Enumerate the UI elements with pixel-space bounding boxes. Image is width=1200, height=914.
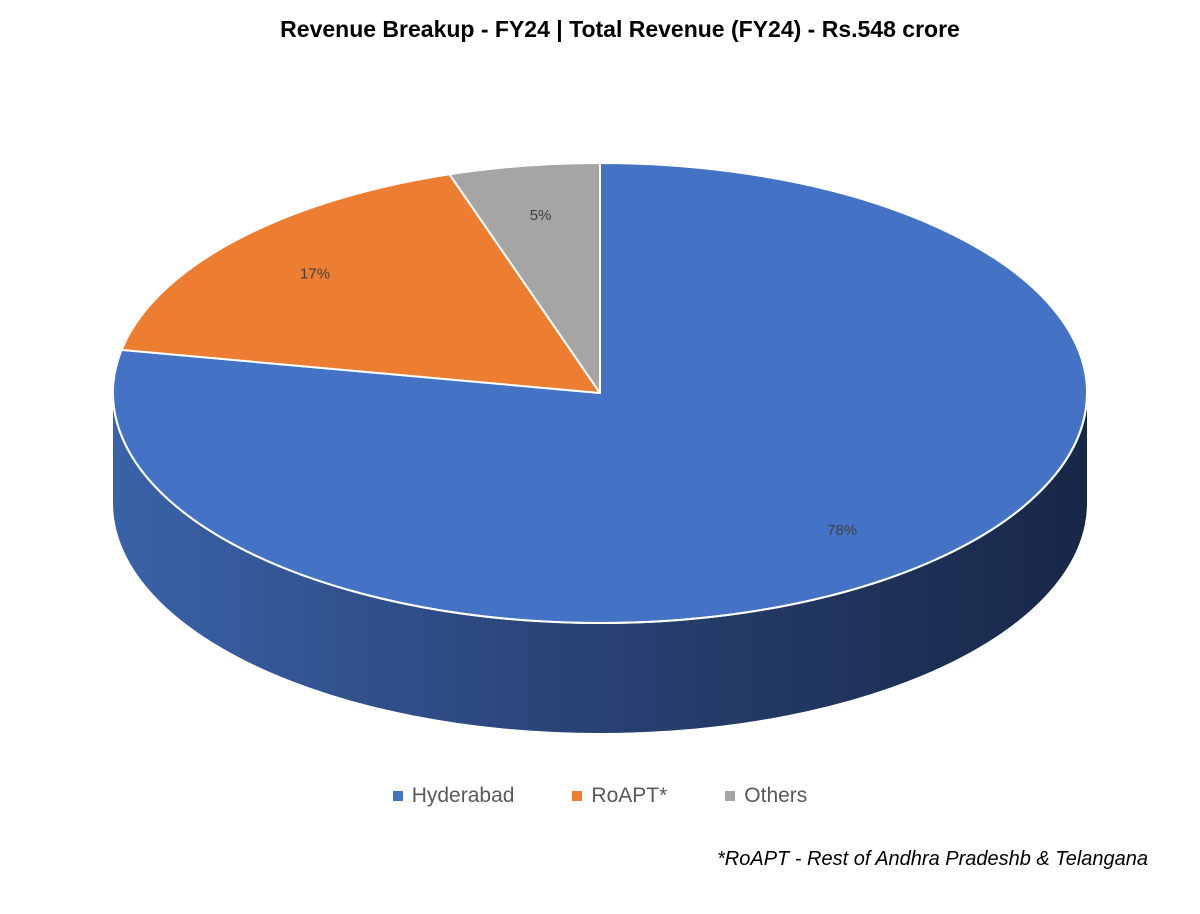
legend-label-others: Others <box>744 784 808 807</box>
legend-item-roapt: RoAPT* <box>572 784 667 808</box>
pie-slice-others <box>448 162 601 394</box>
legend-swatch-roapt <box>572 791 583 801</box>
pie-sides <box>113 393 1087 733</box>
data-label-others: 5% <box>530 207 552 224</box>
legend-swatch-hyderabad <box>392 791 403 801</box>
pie-slices <box>112 162 1088 624</box>
legend-label-hyderabad: Hyderabad <box>411 784 515 807</box>
legend-label-roapt: RoAPT* <box>591 784 668 807</box>
pie-slice-roapt <box>120 173 601 394</box>
footnote: *RoAPT - Rest of Andhra Pradeshb & Telan… <box>717 848 1148 870</box>
legend-item-hyderabad: Hyderabad <box>392 784 515 808</box>
data-label-roapt: 17% <box>300 265 330 282</box>
legend: Hyderabad RoAPT* Others <box>0 784 1200 808</box>
legend-item-others: Others <box>725 784 807 808</box>
pie-rim <box>112 392 1088 624</box>
pie-data-labels: 78% 17% 5% <box>300 207 857 539</box>
legend-swatch-others <box>725 791 736 801</box>
pie-side-hyderabad <box>113 393 1087 733</box>
data-label-hyderabad: 78% <box>827 522 857 539</box>
chart-title: Revenue Breakup - FY24 | Total Revenue (… <box>280 16 960 42</box>
